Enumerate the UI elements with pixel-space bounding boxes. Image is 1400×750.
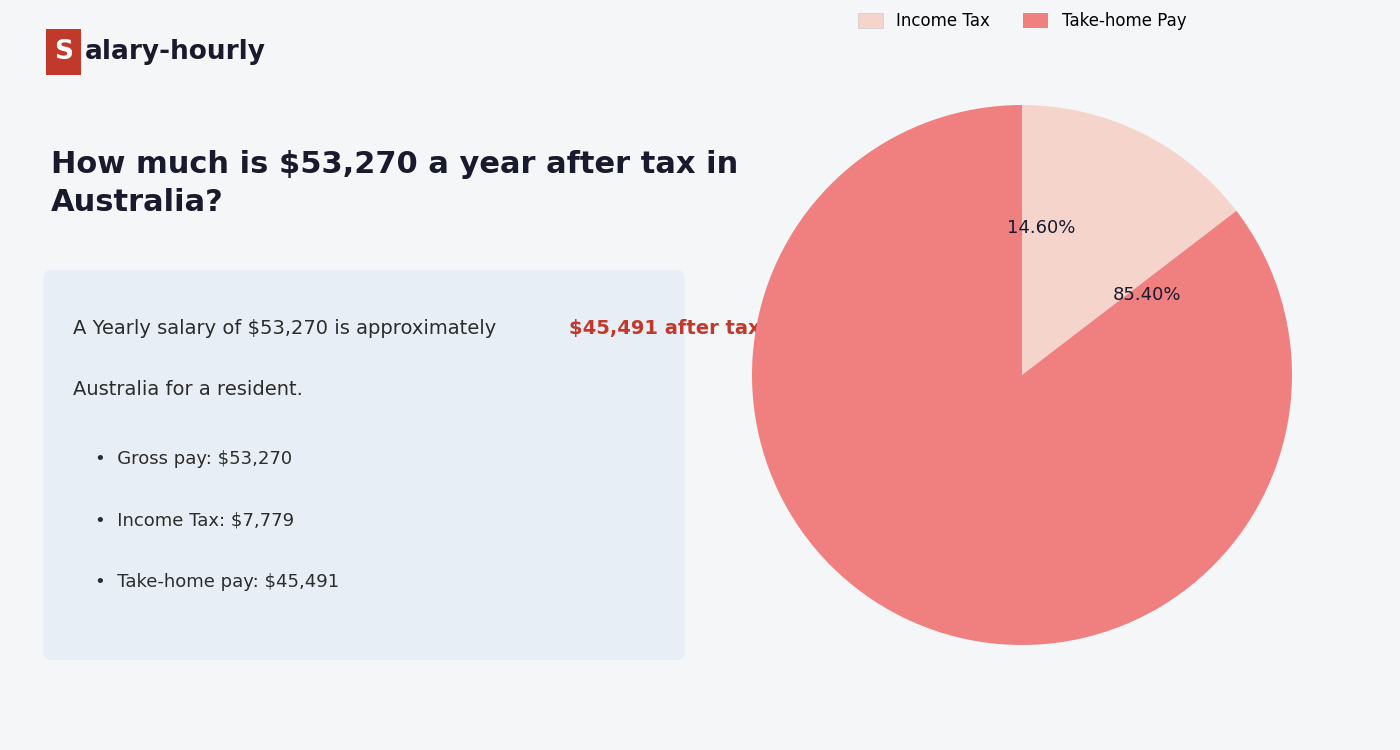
FancyBboxPatch shape — [46, 28, 81, 75]
Text: •  Income Tax: $7,779: • Income Tax: $7,779 — [95, 512, 294, 530]
FancyBboxPatch shape — [43, 270, 685, 660]
Text: in: in — [760, 319, 785, 338]
Text: alary-hourly: alary-hourly — [84, 39, 266, 64]
Text: A Yearly salary of $53,270 is approximately: A Yearly salary of $53,270 is approximat… — [73, 319, 503, 338]
Text: 14.60%: 14.60% — [1007, 219, 1075, 237]
Wedge shape — [752, 105, 1292, 645]
Text: $45,491 after tax: $45,491 after tax — [568, 319, 760, 338]
Text: How much is $53,270 a year after tax in
Australia?: How much is $53,270 a year after tax in … — [50, 150, 738, 217]
Text: Australia for a resident.: Australia for a resident. — [73, 380, 302, 399]
Text: 85.40%: 85.40% — [1113, 286, 1182, 304]
Text: •  Take-home pay: $45,491: • Take-home pay: $45,491 — [95, 573, 339, 591]
Text: S: S — [53, 39, 73, 64]
Wedge shape — [1022, 105, 1236, 375]
Legend: Income Tax, Take-home Pay: Income Tax, Take-home Pay — [851, 5, 1193, 37]
Text: •  Gross pay: $53,270: • Gross pay: $53,270 — [95, 450, 291, 468]
